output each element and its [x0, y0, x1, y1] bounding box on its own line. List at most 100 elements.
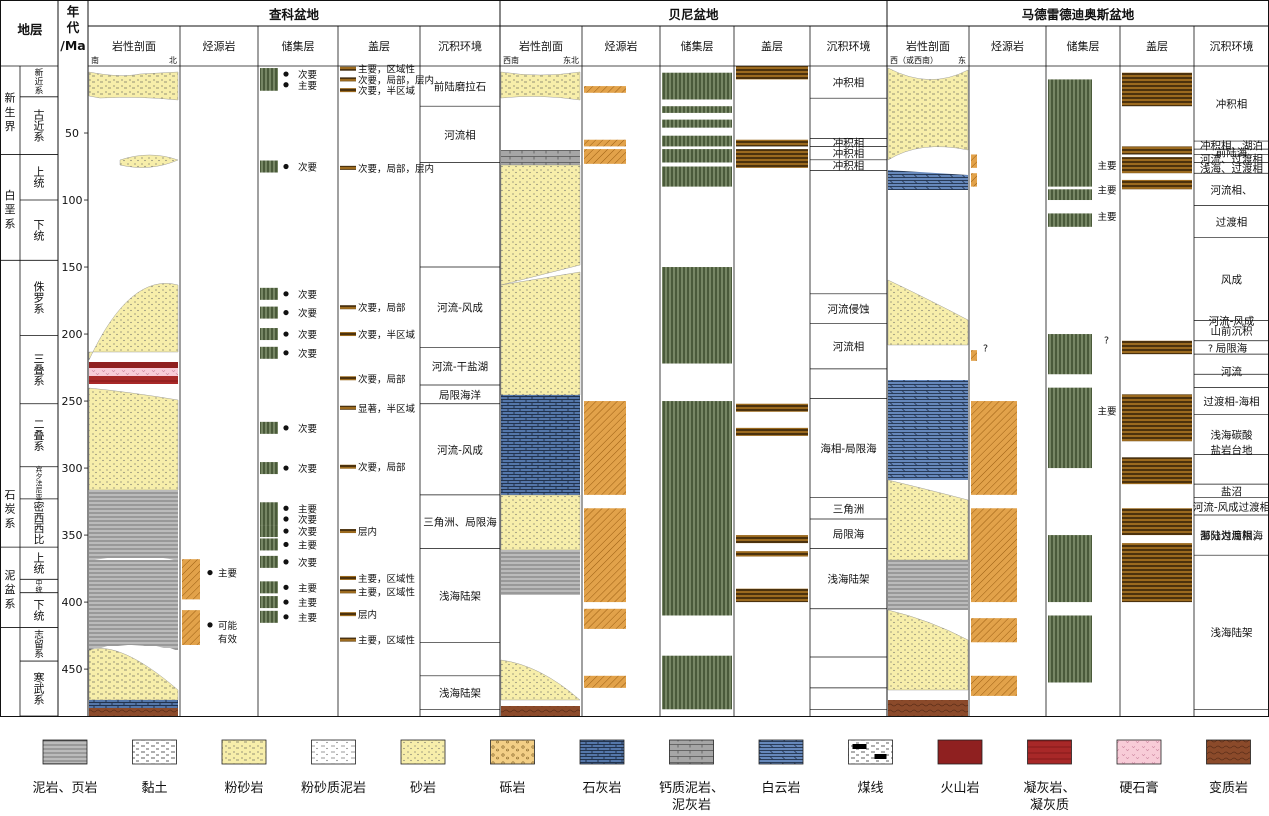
- environment-label: 海相-局限海: [820, 442, 877, 455]
- seal-bar: [340, 637, 356, 642]
- age-tick-label: 50: [65, 127, 79, 140]
- chaco-lithology: [88, 71, 179, 716]
- column-header-environment: 沉积环境: [827, 39, 871, 53]
- reservoir-label: 主要: [298, 80, 317, 92]
- seal-bar: [736, 551, 808, 557]
- direction-right: 北: [169, 56, 177, 65]
- era-name-char: 垩: [5, 203, 16, 216]
- strata-system-char: 统: [34, 609, 45, 622]
- legend-swatch-dolomite: [758, 739, 804, 765]
- source-bar: [182, 559, 200, 600]
- environment-label: 前陆海: [1216, 146, 1248, 159]
- reservoir-dot: [283, 614, 289, 620]
- column-header-lithology: 岩性剖面: [112, 39, 156, 53]
- reservoir-bar: [1048, 535, 1092, 603]
- legend-label-clay: 黏土: [141, 780, 167, 796]
- strata-system-char: 三: [34, 352, 45, 365]
- column-header-reservoir: 储集层: [1067, 39, 1100, 53]
- reservoir-label: 主要: [1097, 160, 1116, 172]
- strata-system-char: 近: [35, 75, 44, 87]
- direction-left: 西南: [503, 55, 519, 65]
- reservoir-dot: [283, 584, 289, 590]
- age-tick-label: 350: [62, 529, 83, 542]
- environment-label: 冲积相: [833, 159, 865, 172]
- environment-label: 海陆过渡相，: [1200, 529, 1263, 542]
- strata-system-char: 系: [34, 693, 45, 706]
- legend-label-silty_mud: 粉砂质泥岩: [301, 781, 366, 796]
- era-name-char: 界: [5, 120, 16, 133]
- reservoir-bar: [662, 135, 732, 147]
- environment-label: 前陆磨拉石: [434, 80, 487, 93]
- seal-bar: [736, 66, 808, 80]
- reservoir-label: 次要: [298, 526, 317, 538]
- reservoir-bar: [260, 555, 278, 568]
- environment-label: 河流-干盐湖: [432, 360, 488, 373]
- environment-label: 冲积相: [833, 136, 865, 149]
- reservoir-dot: [283, 82, 289, 88]
- strata-system-char: 下: [34, 598, 45, 611]
- environment-label: 局限海: [833, 528, 865, 541]
- reservoir-bar: [260, 538, 278, 551]
- seal-bar: [340, 376, 356, 381]
- strata-system-char: 系: [34, 130, 45, 143]
- era-name-char: 泥: [5, 569, 16, 582]
- reservoir-label: 次要: [298, 162, 317, 174]
- source-label: 有效: [218, 633, 238, 645]
- environment-label: 冲积相: [1216, 98, 1248, 111]
- legend-swatch-conglomerate: [490, 739, 535, 765]
- era-name-char: 系: [5, 217, 16, 230]
- environment-label: 河流-风成: [1209, 315, 1255, 328]
- direction-left: 西（或西南）: [890, 55, 938, 65]
- seal-bar: [340, 305, 356, 310]
- mdd-lithology: [887, 67, 969, 716]
- environment-label: 河流侵蚀: [828, 303, 870, 316]
- column-header-environment: 沉积环境: [438, 39, 482, 53]
- source-bar: [584, 675, 626, 688]
- strata-system-char: 系: [35, 85, 44, 96]
- strata-system-char: 近: [34, 119, 45, 132]
- strata-system-char: 统: [34, 177, 45, 190]
- seal-bar: [340, 66, 356, 71]
- source-bar: [971, 508, 1017, 603]
- strata-system-char: 夕: [36, 471, 43, 480]
- column-header-lithology: 岩性剖面: [519, 39, 563, 53]
- source-bar: [182, 610, 200, 645]
- strata-system-char: 二: [34, 418, 45, 431]
- seal-label: 次要，局部: [358, 462, 406, 474]
- seal-label: 主要，区域性: [358, 635, 416, 647]
- legend-label-limestone: 石灰岩: [582, 781, 621, 796]
- strata-system-char: 比: [34, 533, 45, 546]
- seal-bar: [1122, 72, 1192, 107]
- era-name-char: 盆: [5, 582, 16, 596]
- legend-swatch-clay: [132, 739, 177, 765]
- reservoir-bar: [260, 462, 278, 475]
- strata-system-char: 志: [34, 629, 44, 641]
- reservoir-dot: [283, 505, 289, 511]
- column-header-seal: 盖层: [761, 39, 783, 53]
- reservoir-bar: [662, 72, 732, 100]
- strata-system-char: 法: [36, 478, 43, 487]
- column-header-environment: 沉积环境: [1210, 39, 1254, 53]
- reservoir-dot: [283, 163, 289, 170]
- reservoir-bar: [260, 421, 278, 434]
- environment-label: 局限海: [1216, 341, 1248, 354]
- seal-bar: [1122, 179, 1192, 190]
- seal-bar: [1122, 340, 1192, 355]
- legend-swatch-silty_mud: [311, 739, 356, 765]
- reservoir-dot: [283, 331, 289, 337]
- era-name-char: 系: [5, 517, 16, 530]
- reservoir-label: 次要: [298, 423, 317, 435]
- strata-system-char: 武: [34, 682, 45, 695]
- environment-label: 河流、过渡相: [1200, 152, 1263, 165]
- legend-swatch-mudstone: [42, 739, 88, 765]
- seal-bar: [736, 427, 808, 436]
- environment-label: 河流-风成: [437, 443, 483, 456]
- era-name-char: 白: [5, 188, 16, 202]
- reservoir-label: 次要: [298, 514, 317, 526]
- direction-right: 东北: [563, 55, 579, 65]
- legend-swatch-limestone: [579, 739, 625, 765]
- environment-label: 河流-风成过渡相: [1193, 500, 1269, 513]
- reservoir-bar: [1048, 387, 1092, 469]
